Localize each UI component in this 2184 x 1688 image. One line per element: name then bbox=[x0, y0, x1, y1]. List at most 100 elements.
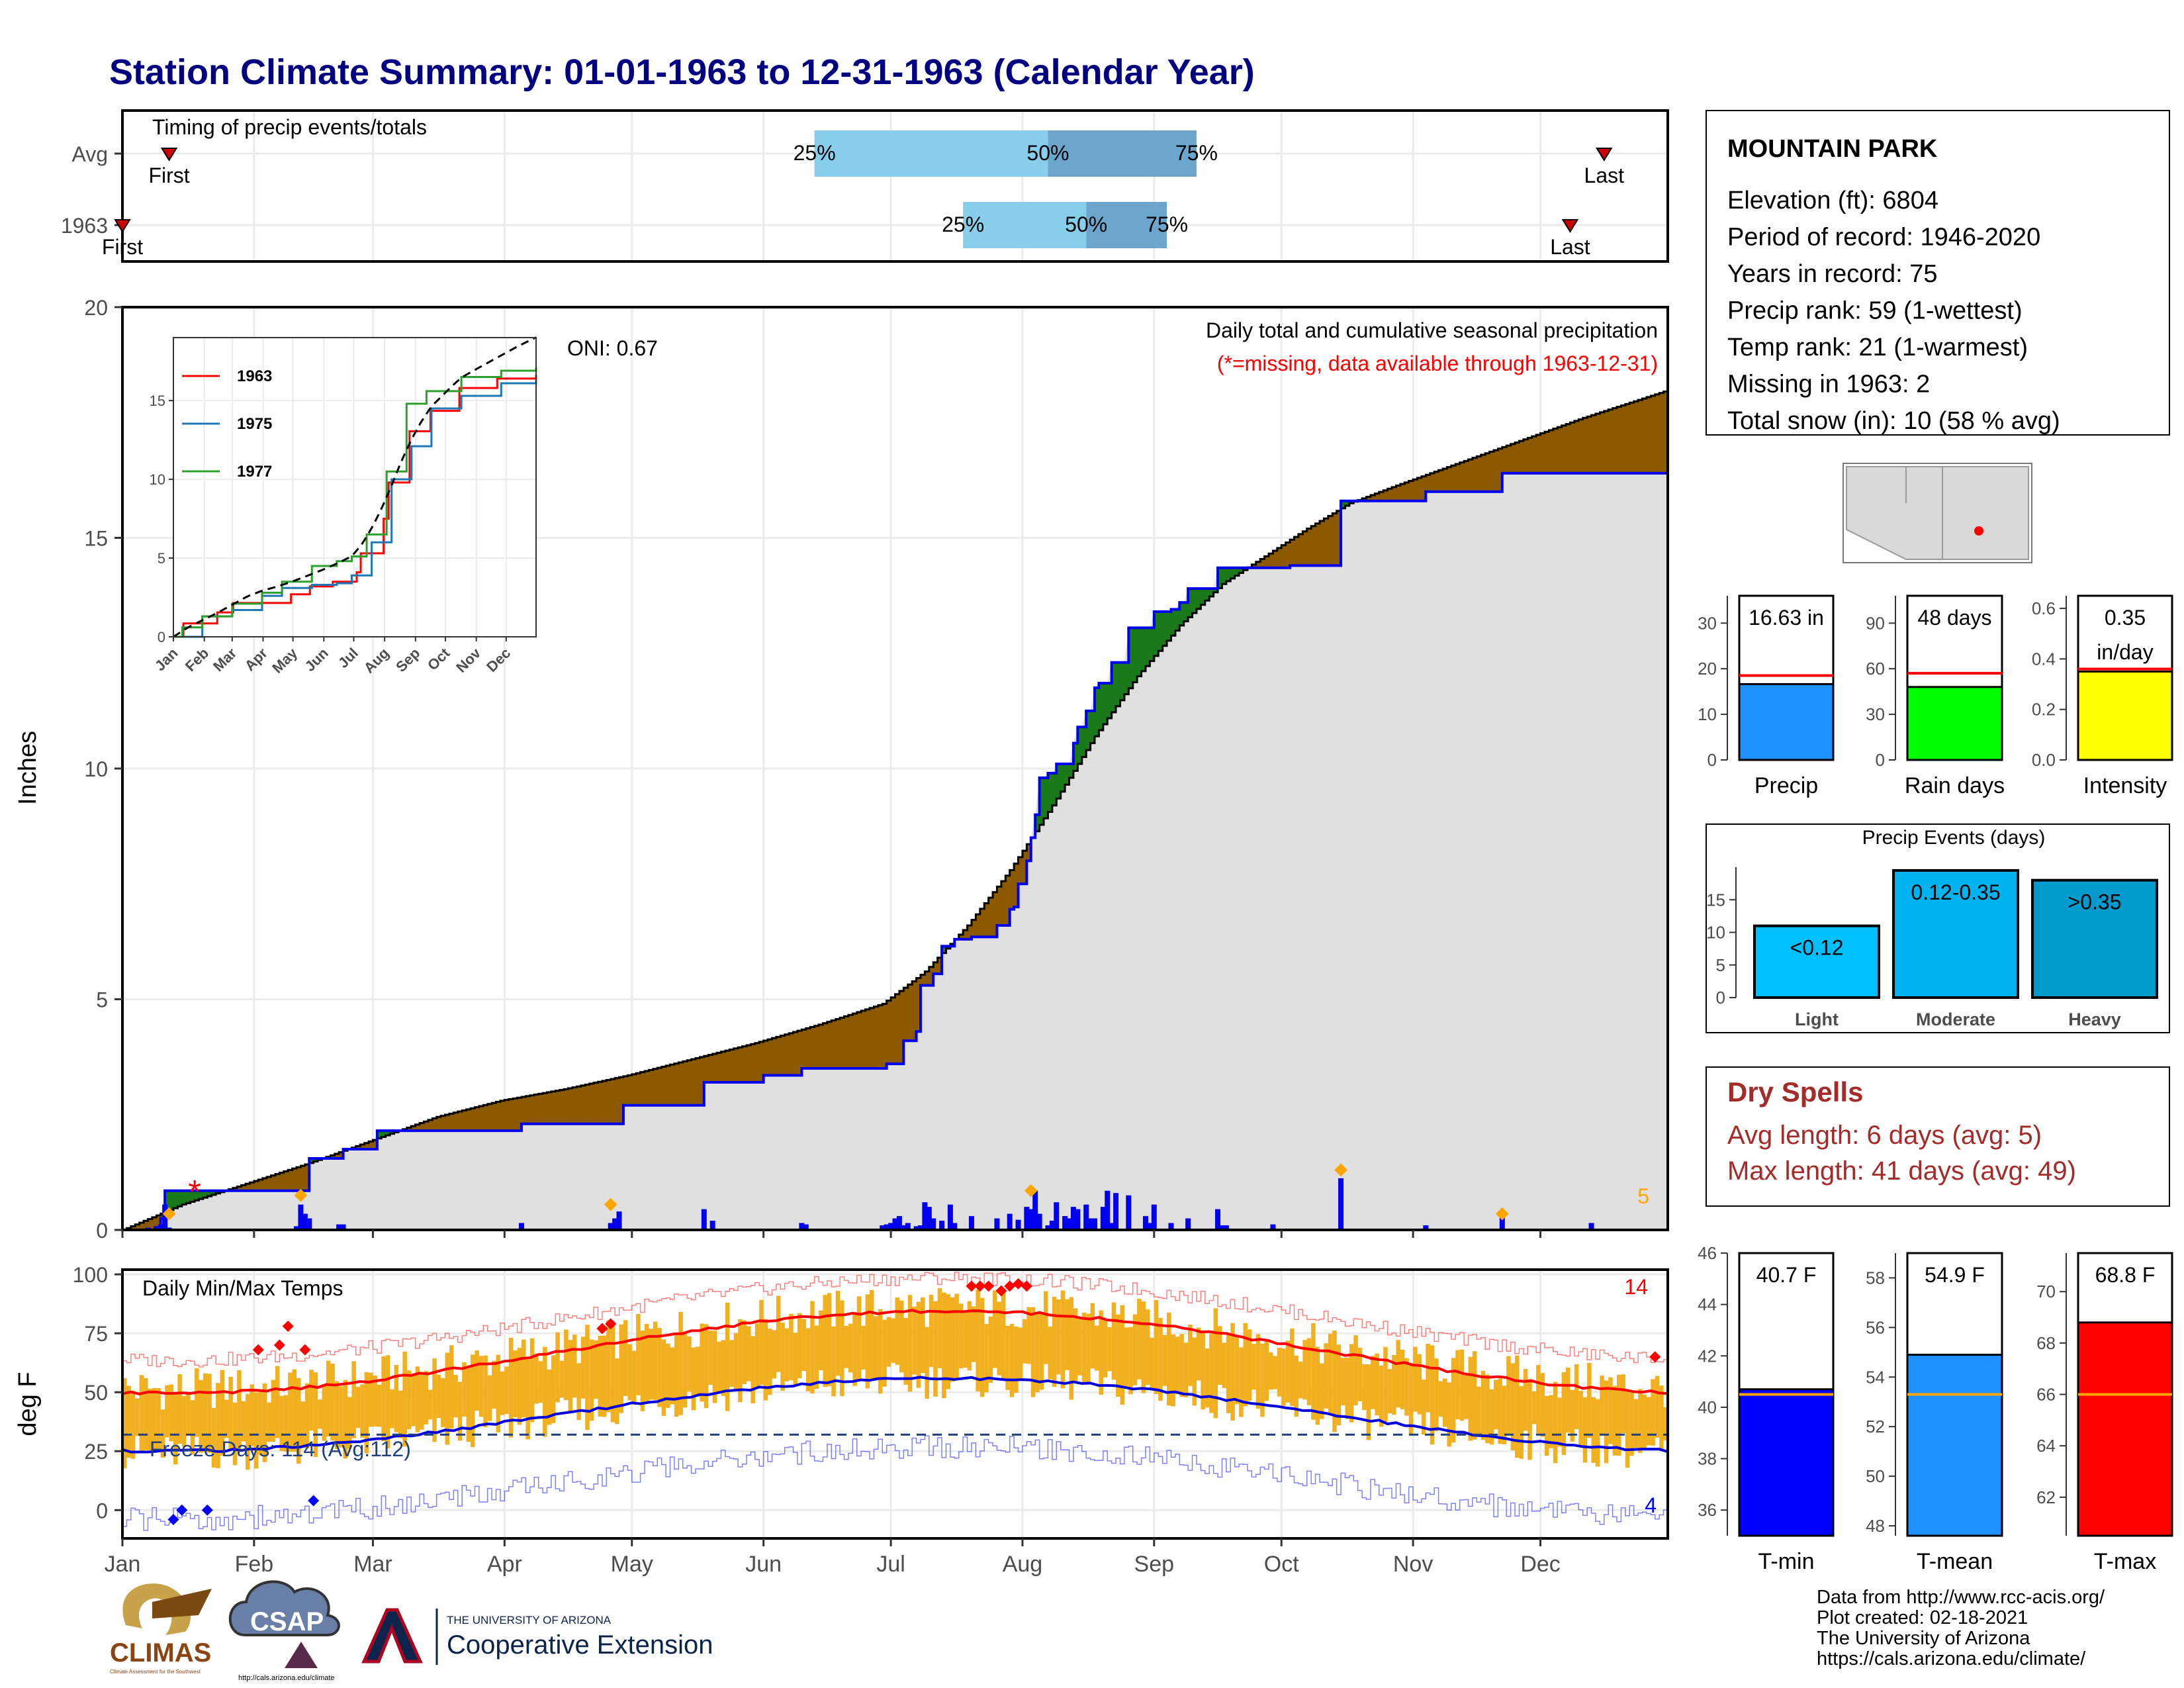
daily-temp-bar bbox=[300, 1401, 305, 1448]
daily-temp-bar bbox=[1030, 1307, 1036, 1397]
daily-precip-bar bbox=[896, 1216, 902, 1230]
daily-precip-bar bbox=[880, 1225, 886, 1230]
observed-cumulative-line bbox=[122, 462, 1668, 1230]
record-high-marker bbox=[983, 1280, 995, 1292]
deficit-area bbox=[1582, 418, 1588, 473]
daily-temp-bar bbox=[195, 1368, 199, 1437]
daily-temp-bar bbox=[1273, 1356, 1277, 1389]
daily-temp-bar bbox=[1005, 1326, 1010, 1390]
deficit-area bbox=[907, 984, 913, 1041]
daily-temp-bar bbox=[1218, 1326, 1222, 1385]
timing-box-lower bbox=[814, 130, 1048, 177]
daily-temp-bar bbox=[521, 1339, 526, 1418]
temp-ylabel: deg F bbox=[14, 1372, 42, 1436]
surplus-area bbox=[207, 1190, 212, 1197]
surplus-area bbox=[211, 1190, 216, 1196]
deficit-area bbox=[144, 1221, 149, 1230]
daily-temp-bar bbox=[1137, 1299, 1142, 1380]
daily-precip-bar bbox=[803, 1224, 809, 1230]
surplus-area bbox=[1209, 588, 1214, 597]
daily-temp-bar bbox=[1404, 1358, 1409, 1416]
daily-temp-bar bbox=[275, 1366, 280, 1438]
daily-temp-bar bbox=[1638, 1389, 1643, 1453]
daily-temp-bar bbox=[907, 1295, 913, 1392]
deficit-area bbox=[852, 1013, 858, 1069]
station-info-line: Missing in 1963: 2 bbox=[1727, 371, 1930, 399]
deficit-area bbox=[721, 1051, 726, 1082]
daily-temp-bar bbox=[1519, 1386, 1524, 1459]
deficit-area bbox=[551, 1091, 556, 1124]
record-low-line bbox=[122, 1435, 1668, 1531]
daily-temp-bar bbox=[721, 1340, 725, 1396]
daily-precip-bar bbox=[1109, 1223, 1115, 1230]
deficit-area bbox=[615, 1078, 620, 1124]
summary-bar-value-label: 40.7 F bbox=[1756, 1263, 1817, 1287]
daily-temp-bar bbox=[343, 1380, 348, 1459]
deficit-area bbox=[1332, 513, 1338, 566]
deficit-area bbox=[449, 1113, 454, 1131]
surplus-area bbox=[1141, 628, 1146, 671]
deficit-area bbox=[445, 1114, 450, 1131]
daily-temp-bar bbox=[1311, 1323, 1316, 1420]
daily-temp-bar bbox=[810, 1301, 815, 1394]
deficit-area bbox=[1587, 416, 1592, 473]
summary-ytick-label: 60 bbox=[1866, 659, 1885, 679]
summary-ytick-label: 66 bbox=[2036, 1385, 2056, 1405]
daily-temp-bar bbox=[144, 1378, 148, 1450]
deficit-area bbox=[988, 898, 993, 937]
deficit-area bbox=[475, 1107, 480, 1131]
daily-temp-bar bbox=[1591, 1397, 1596, 1463]
daily-temp-bar bbox=[1162, 1335, 1167, 1386]
deficit-area bbox=[1617, 406, 1622, 473]
summary-bar-value-label: 48 days bbox=[1917, 606, 1991, 630]
daily-temp-bar bbox=[801, 1319, 806, 1371]
daily-temp-bar bbox=[615, 1358, 619, 1425]
daily-temp-bar bbox=[1120, 1305, 1124, 1405]
daily-precip-bar bbox=[922, 1202, 928, 1230]
deficit-area bbox=[1633, 401, 1639, 473]
daily-temp-bar bbox=[585, 1325, 590, 1430]
daily-temp-bar bbox=[271, 1380, 276, 1442]
timing-box-lower bbox=[963, 202, 1087, 248]
record-high-marker bbox=[966, 1280, 978, 1292]
surplus-area bbox=[1205, 588, 1210, 601]
deficit-area bbox=[283, 1171, 289, 1191]
daily-precip-bar bbox=[608, 1223, 614, 1230]
daily-temp-bar bbox=[1014, 1326, 1019, 1393]
deficit-area bbox=[1659, 393, 1664, 473]
surplus-area bbox=[390, 1131, 395, 1134]
inset-legend-label: 1975 bbox=[237, 415, 272, 433]
daily-temp-bar bbox=[942, 1292, 946, 1399]
deficit-area bbox=[411, 1126, 416, 1131]
daily-temp-bar bbox=[1158, 1317, 1163, 1401]
month-tick-label: Jun bbox=[745, 1552, 782, 1577]
surplus-area bbox=[1213, 588, 1218, 592]
deficit-area bbox=[814, 1025, 819, 1069]
summary-bar-name: Intensity bbox=[2083, 773, 2167, 798]
temp-panel: 0 25 50 75 100 Jan Feb Mar Apr May Jun Jul Aug Sep Oc… bbox=[14, 1263, 1669, 1577]
daily-temp-bar bbox=[339, 1386, 343, 1448]
deficit-area bbox=[1421, 476, 1426, 501]
precip-ytick-label: 0 bbox=[96, 1219, 108, 1243]
daily-precip-bar bbox=[1062, 1216, 1068, 1230]
surplus-area bbox=[1183, 602, 1189, 622]
deficit-area bbox=[801, 1029, 807, 1069]
summary-ytick-label: 0.4 bbox=[2032, 649, 2056, 669]
deficit-area bbox=[1396, 485, 1401, 501]
daily-temp-bar bbox=[160, 1409, 165, 1458]
daily-temp-bar bbox=[1230, 1323, 1235, 1421]
daily-precip-bar bbox=[1007, 1213, 1013, 1230]
daily-temp-bar bbox=[1357, 1347, 1363, 1401]
event-bar-light bbox=[1753, 924, 1880, 1000]
timing-q75-label: 75% bbox=[1146, 212, 1188, 236]
daily-temp-bar bbox=[186, 1392, 191, 1436]
deficit-area bbox=[453, 1112, 459, 1131]
deficit-area bbox=[1557, 427, 1563, 473]
deficit-area bbox=[861, 1010, 866, 1069]
summary-bar-t-mean bbox=[1906, 1354, 2003, 1537]
daily-temp-bar bbox=[1060, 1290, 1066, 1389]
daily-temp-bar bbox=[657, 1328, 662, 1407]
daily-temp-bar bbox=[1116, 1314, 1120, 1397]
daily-temp-bar bbox=[1498, 1378, 1502, 1444]
deficit-area bbox=[267, 1176, 272, 1191]
